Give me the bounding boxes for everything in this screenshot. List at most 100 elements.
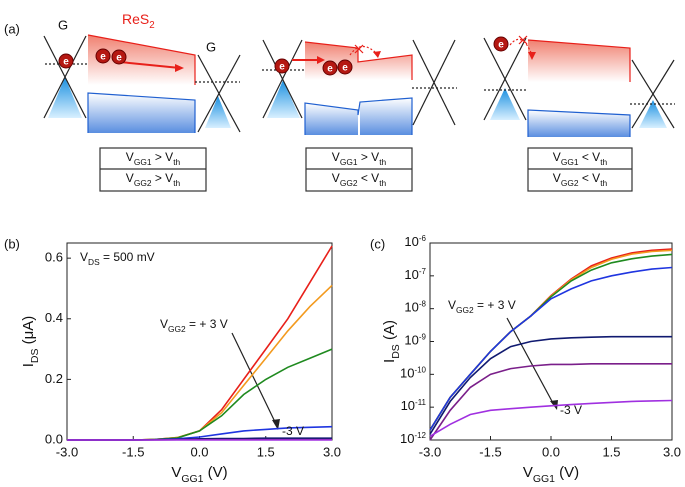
electron (95, 48, 111, 64)
annotation-part: = 500 mV (100, 250, 155, 264)
x-tick-label: 3.0 (323, 444, 341, 459)
condition-part: GG1 (561, 157, 579, 167)
y-axis-label-part: DS (390, 344, 402, 359)
x-tick-label: 1.5 (602, 444, 620, 459)
electron-label: e (100, 52, 106, 63)
panel-label: (b) (4, 236, 20, 251)
gate-label: G (58, 17, 68, 32)
x-axis-label-part: V (171, 464, 181, 481)
y-axis-label-part: (μA) (20, 316, 37, 349)
series-line (429, 266, 673, 431)
series-line (429, 253, 673, 431)
x-tick-label: -3.0 (419, 444, 441, 459)
condition: VGG1 > Vth (126, 150, 181, 167)
annotation: VDS = 500 mV (80, 250, 155, 267)
y-tick-label: 10-12 (400, 431, 427, 447)
y-tick-label: 0.4 (45, 310, 63, 325)
electron (493, 36, 509, 52)
y-tick-label: 0.2 (45, 371, 63, 386)
annotation-part: -3 V (560, 403, 582, 417)
y-axis-label-part: DS (29, 349, 41, 364)
y-axis-label: IDS (μA) (20, 316, 41, 368)
electron (111, 49, 127, 65)
condition-part: V (332, 171, 340, 185)
electron (58, 53, 74, 69)
x-axis-label-part: GG1 (181, 473, 203, 485)
y-tick-label: 0.0 (45, 431, 63, 446)
series-line (67, 245, 333, 441)
y-tick-label: 10-7 (404, 266, 426, 282)
y-tick-label: 10-10 (400, 365, 427, 381)
panel-label: (a) (4, 21, 20, 36)
condition-part: GG1 (134, 157, 152, 167)
annotation: -3 V (560, 403, 582, 417)
panel-a-shapes (43, 34, 675, 430)
channel-label-part: ReS (122, 11, 149, 27)
condition-part: < V (358, 171, 380, 185)
condition-part: V (553, 150, 561, 164)
x-axis-label-part: (V) (555, 464, 579, 481)
condition-part: < V (579, 150, 601, 164)
annotation: -3 V (282, 424, 304, 438)
y-axis-label-part: I (20, 363, 37, 367)
condition: VGG1 < Vth (553, 150, 608, 167)
x-tick-label: 0.0 (542, 444, 560, 459)
x-axis-label-part: GG1 (533, 473, 555, 485)
series-line (429, 399, 673, 437)
x-tick-label: 0.0 (190, 444, 208, 459)
x-tick-label: -3.0 (56, 444, 78, 459)
y-tick-label: 10-8 (404, 299, 426, 315)
condition-part: th (379, 178, 386, 188)
series-line (429, 363, 672, 441)
y-axis-label-part: I (381, 359, 398, 363)
y-tick-label: 0.6 (45, 250, 63, 265)
y-tick-label: 10-6 (404, 234, 426, 250)
x-tick-label: -1.5 (479, 444, 501, 459)
annotation-part: V (160, 317, 168, 331)
annotation-part: V (448, 298, 456, 312)
y-tick-label: 10-11 (401, 398, 427, 414)
channel-label: ReS2 (122, 11, 155, 31)
condition-part: > V (358, 150, 380, 164)
electron (337, 59, 353, 75)
electron-label: e (116, 53, 122, 64)
condition-part: th (173, 178, 180, 188)
condition-part: th (600, 157, 607, 167)
x-axis-label-part: V (523, 464, 533, 481)
x-axis-label: VGG1 (V) (523, 464, 579, 485)
annotation-part: GG2 (456, 305, 474, 315)
plot-frame (429, 242, 673, 441)
condition-part: GG2 (134, 178, 152, 188)
condition-part: GG2 (340, 178, 358, 188)
series-line (429, 249, 673, 431)
condition-part: GG2 (561, 178, 579, 188)
x-axis-label-part: (V) (204, 464, 228, 481)
condition-part: > V (152, 171, 174, 185)
annotation-part: DS (88, 257, 100, 267)
condition-part: V (126, 150, 134, 164)
condition: VGG2 > Vth (126, 171, 181, 188)
x-tick-label: 1.5 (257, 444, 275, 459)
annotation-part: -3 V (282, 424, 304, 438)
electron-label: e (279, 62, 285, 73)
condition: VGG1 > Vth (332, 150, 387, 167)
condition: VGG2 < Vth (553, 171, 608, 188)
y-axis-label-part: (A) (381, 320, 398, 344)
gate-label: G (206, 39, 216, 54)
y-axis-label: IDS (A) (381, 320, 402, 363)
electron-label: e (63, 57, 69, 68)
condition-part: > V (152, 150, 174, 164)
panel-label: (c) (370, 236, 385, 251)
electron-label: e (327, 64, 333, 75)
annotation-part: V (80, 250, 88, 264)
annotation: VGG2 = + 3 V (448, 298, 516, 315)
condition-part: GG1 (340, 157, 358, 167)
series-line (67, 284, 333, 441)
condition: VGG2 < Vth (332, 171, 387, 188)
x-tick-label: -1.5 (122, 444, 144, 459)
plot-frame (66, 242, 333, 441)
condition-part: th (173, 157, 180, 167)
electron-label: e (498, 40, 504, 51)
x-axis-label: VGG1 (V) (171, 464, 227, 485)
